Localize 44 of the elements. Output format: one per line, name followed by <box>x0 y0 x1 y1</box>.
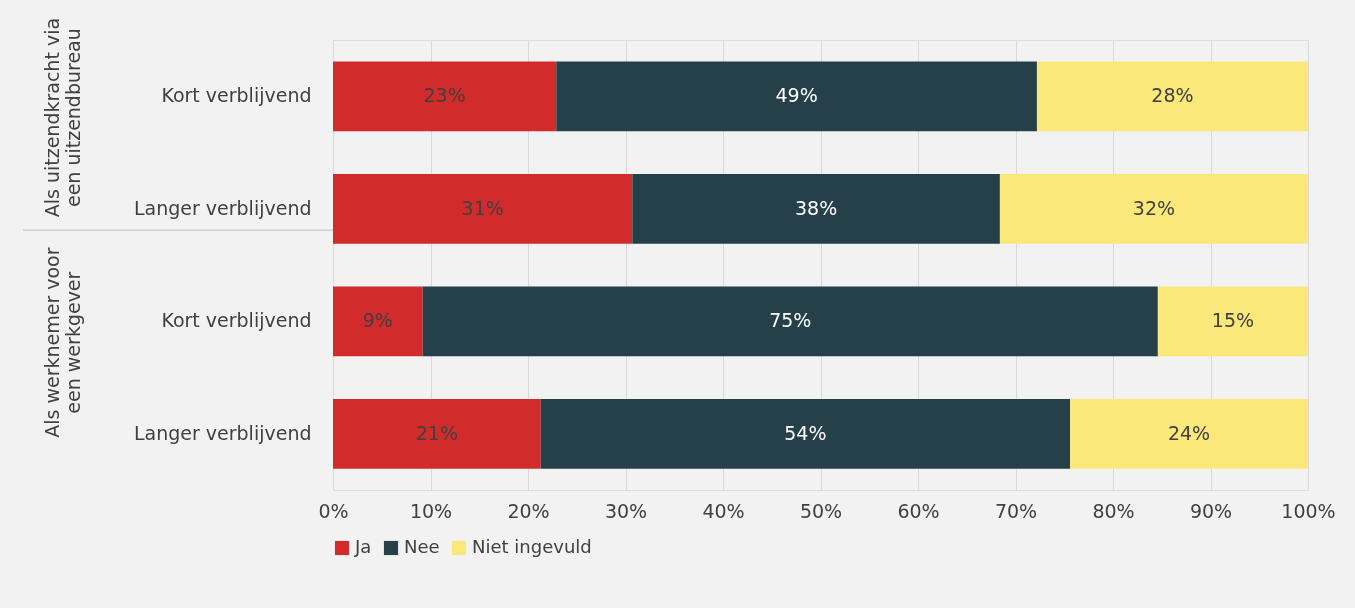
x-tick-label: 50% <box>799 499 843 522</box>
bar <box>1157 286 1308 357</box>
y-tick-label: Langer verblijvend <box>133 196 312 219</box>
bar <box>556 61 1037 132</box>
x-tick-label: 40% <box>702 499 745 522</box>
x-tick-label: 100% <box>1281 499 1336 522</box>
data-label: 32% <box>1132 196 1176 219</box>
x-tick-label: 70% <box>994 499 1038 522</box>
data-label: 23% <box>423 84 466 107</box>
y-tick-label: Kort verblijvend <box>161 309 312 332</box>
bar <box>1036 61 1308 132</box>
y-tick-label: Langer verblijvend <box>133 421 312 444</box>
legend-label: Ja <box>354 536 372 557</box>
y-tick-label: Kort verblijvend <box>161 84 312 107</box>
data-label: 38% <box>795 196 838 219</box>
x-tick-label: 30% <box>604 499 648 522</box>
data-label: 49% <box>775 84 818 107</box>
bar <box>333 286 423 357</box>
data-label: 15% <box>1211 309 1255 332</box>
legend-label: Nee <box>404 536 440 557</box>
bar <box>333 398 541 469</box>
bar <box>632 173 1000 244</box>
data-label: 21% <box>415 421 458 444</box>
bar <box>999 173 1308 244</box>
bar <box>1070 398 1308 469</box>
bar <box>422 286 1158 357</box>
text: Als uitzendkracht via een uitzendbureau <box>41 17 84 218</box>
bar <box>333 61 557 132</box>
x-tick-label: 10% <box>409 499 453 522</box>
x-tick-label: 60% <box>897 499 940 522</box>
data-label: 54% <box>784 421 827 444</box>
bar <box>333 173 633 244</box>
legend-label: Niet ingevuld <box>472 536 592 557</box>
x-tick-label: 90% <box>1189 499 1233 522</box>
text: Als werknemer voor een werkgever <box>41 247 84 438</box>
data-label: 24% <box>1167 421 1211 444</box>
x-tick-label: 0% <box>318 499 349 522</box>
bar <box>540 398 1071 469</box>
data-label: 31% <box>461 196 504 219</box>
data-label: 75% <box>769 309 812 332</box>
x-tick-label: 20% <box>507 499 550 522</box>
x-tick-label: 80% <box>1092 499 1135 522</box>
data-label: 28% <box>1151 84 1194 107</box>
data-label: 9% <box>362 309 393 332</box>
